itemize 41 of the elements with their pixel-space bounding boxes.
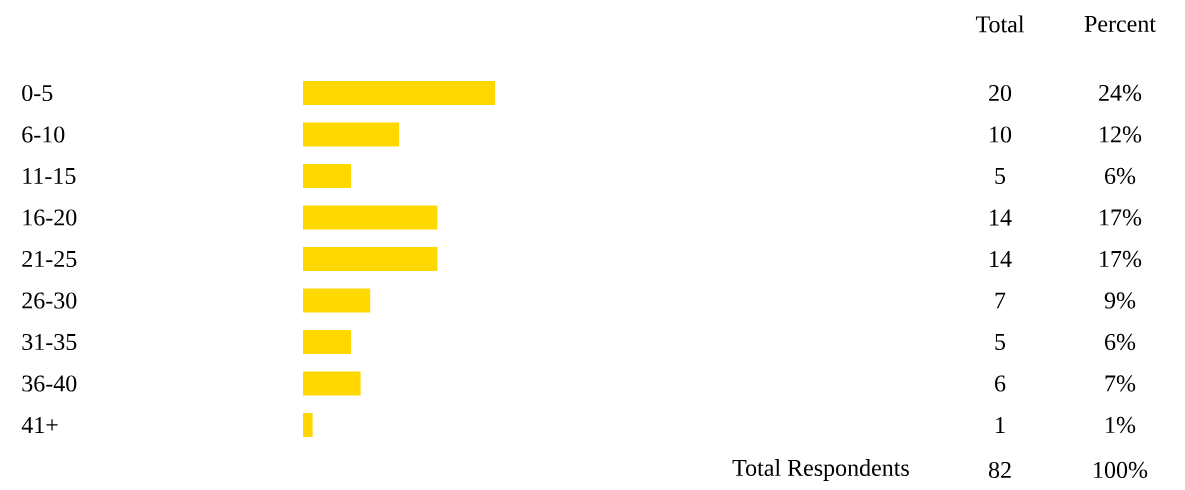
bar — [303, 205, 438, 230]
text: 9% — [1104, 292, 1136, 309]
y-tick-label: 31-35 — [22, 333, 77, 351]
bar — [303, 81, 495, 106]
y-tick-label: 41+ — [21, 417, 58, 433]
text: 17% — [1100, 250, 1142, 268]
text: 17% — [1100, 209, 1142, 226]
y-tick-label: 6-10 — [22, 126, 65, 143]
text: 100% — [1094, 461, 1148, 479]
text: 7% — [1105, 375, 1136, 392]
data-label: 20 — [989, 84, 1012, 102]
data-label: 6 — [995, 375, 1006, 392]
text: 6% — [1105, 167, 1136, 185]
bar — [303, 288, 371, 313]
text: 1% — [1106, 416, 1136, 434]
data-label: 14 — [990, 209, 1012, 226]
text: Total — [975, 15, 1025, 33]
text: 24% — [1099, 84, 1142, 102]
data-label: 10 — [990, 126, 1012, 143]
data-label: 7 — [995, 292, 1006, 309]
text: Total Respondents — [732, 459, 909, 481]
text: 12% — [1100, 126, 1142, 143]
y-tick-label: 26-30 — [22, 292, 77, 309]
text: 82 — [988, 461, 1011, 479]
data-label: 5 — [995, 168, 1006, 184]
bar — [303, 247, 438, 272]
y-tick-label: 21-25 — [22, 250, 77, 268]
y-tick-label: 0-5 — [22, 84, 53, 102]
data-label: 1 — [996, 417, 1005, 433]
y-tick-label: 36-40 — [22, 375, 77, 392]
bar — [303, 164, 352, 189]
data-label: 5 — [995, 334, 1006, 350]
text: Percent — [1084, 16, 1156, 32]
bar — [303, 413, 313, 438]
y-tick-label: 11-15 — [23, 167, 76, 185]
bar — [303, 371, 361, 396]
data-label: 14 — [990, 251, 1012, 267]
bar — [303, 330, 352, 355]
y-tick-label: 16-20 — [23, 209, 77, 226]
text: 6% — [1105, 333, 1136, 351]
bar — [303, 122, 399, 147]
